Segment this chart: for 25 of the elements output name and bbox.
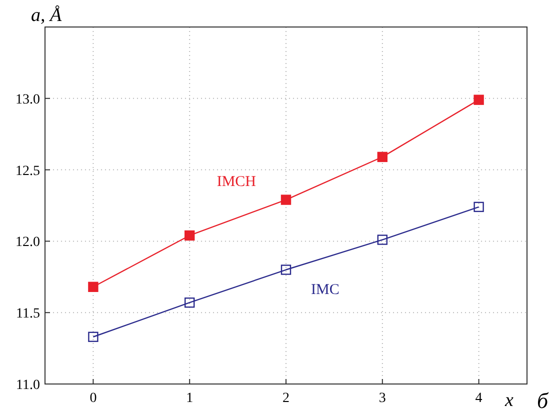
y-tick-label: 13.0 xyxy=(16,92,40,108)
y-tick-label: 12.5 xyxy=(16,164,40,179)
point xyxy=(88,332,98,342)
y-tick-label: 12.0 xyxy=(16,235,40,250)
point xyxy=(474,202,484,212)
y-tick-label: 11.0 xyxy=(16,378,40,393)
point xyxy=(280,194,292,205)
series-label: IMCH xyxy=(216,174,256,190)
y-tick-label: 11.5 xyxy=(16,306,40,322)
x-tick-label: 3 xyxy=(378,391,386,406)
point xyxy=(184,298,195,308)
point xyxy=(280,264,292,275)
text: б xyxy=(537,388,549,413)
point xyxy=(88,282,98,292)
series-label: IMC xyxy=(311,282,340,298)
point xyxy=(377,152,388,162)
x-tick-label: 4 xyxy=(475,391,482,406)
point xyxy=(377,234,388,245)
x-tick-label: 2 xyxy=(282,391,290,406)
x-tick-label: 0 xyxy=(90,391,97,406)
y-axis-title: a, Å xyxy=(31,5,62,26)
point xyxy=(474,94,484,105)
x-tick-label: 1 xyxy=(186,391,194,406)
point xyxy=(184,230,195,241)
x-axis-title: x xyxy=(504,390,514,411)
